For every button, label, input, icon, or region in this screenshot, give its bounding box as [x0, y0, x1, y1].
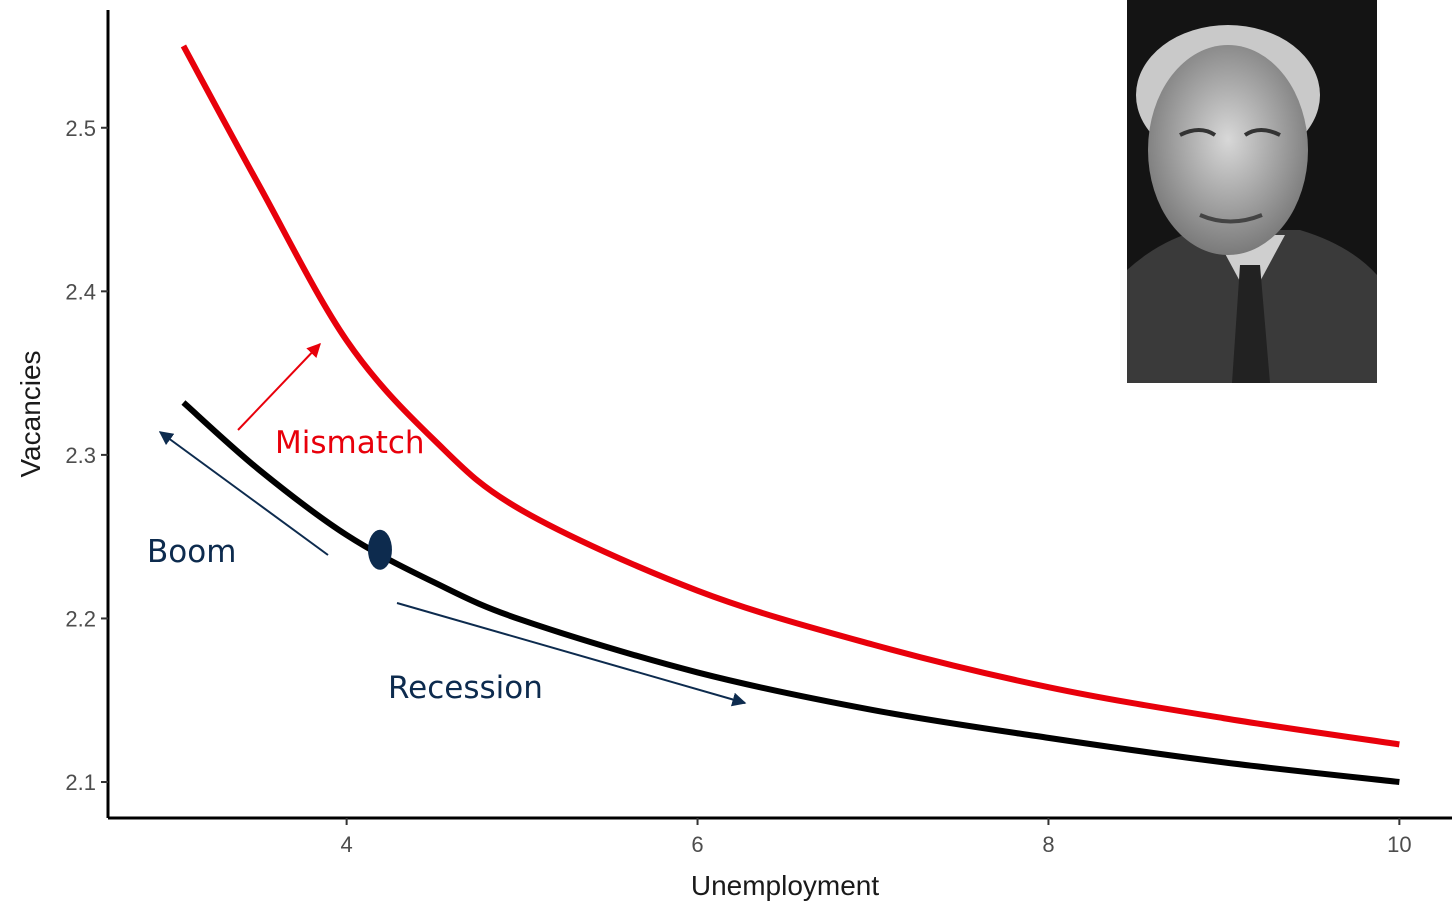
y-axis-title: Vacancies	[15, 350, 46, 477]
x-tick-label: 10	[1387, 832, 1411, 857]
arrow	[396, 602, 747, 707]
point	[367, 529, 392, 570]
line	[181, 400, 1400, 785]
x-axis-title: Unemployment	[691, 870, 880, 901]
x-tick-label: 8	[1042, 832, 1054, 857]
y-tick-label: 2.1	[65, 770, 96, 795]
y-tick-label: 2.3	[65, 443, 96, 468]
annotation: Mismatch	[275, 425, 425, 461]
line	[180, 44, 1400, 748]
y-tick-label: 2.5	[65, 116, 96, 141]
annotation: Recession	[388, 670, 543, 706]
x-tick-label: 4	[340, 832, 352, 857]
portrait	[1127, 0, 1377, 383]
arrow	[158, 431, 329, 556]
x-tick-label: 6	[691, 832, 703, 857]
y-tick-label: 2.4	[65, 279, 96, 304]
arrow	[237, 342, 321, 431]
annotation: Boom	[147, 534, 236, 570]
y-tick-label: 2.2	[65, 606, 96, 631]
